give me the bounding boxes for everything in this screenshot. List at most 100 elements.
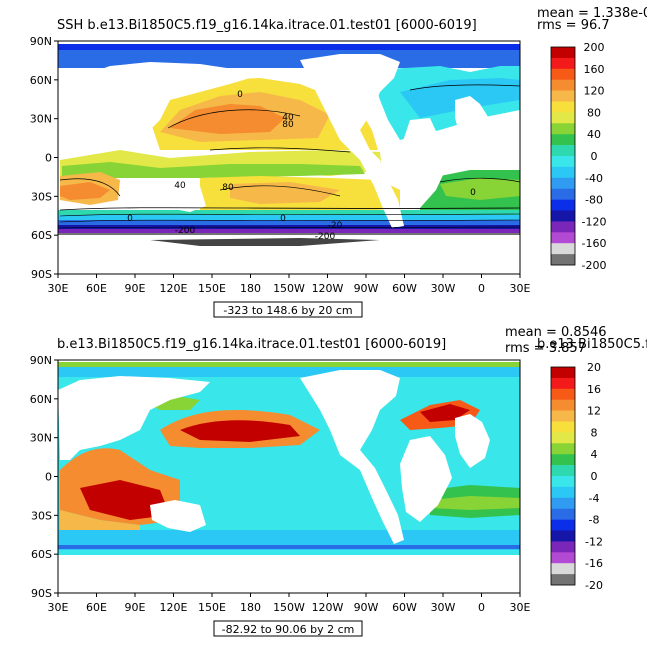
top-rms: rms = 96.7: [537, 18, 610, 33]
colorbar-swatch: [551, 232, 575, 244]
colorbar-label: -16: [585, 557, 603, 570]
colorbar-swatch: [551, 221, 575, 233]
lon-tick-label: 90W: [354, 282, 379, 295]
bottom-lon-axis: 30E 60E 90E 120E 150E 180 150W 120W 90W 60W 30W 0 30…: [48, 593, 531, 614]
colorbar-swatch: [551, 156, 575, 168]
colorbar-swatch: [551, 486, 575, 499]
colorbar-swatch: [551, 101, 575, 113]
colorbar-swatch: [551, 399, 575, 411]
lon-tick-label: 30E: [48, 601, 69, 614]
colorbar-swatch: [551, 79, 575, 91]
colorbar-swatch: [551, 199, 575, 211]
colorbar-swatch: [551, 367, 575, 379]
colorbar-label: 80: [587, 106, 601, 119]
lon-tick-label: 150E: [198, 601, 226, 614]
bottom-range-text: -82.92 to 90.06 by 2 cm: [222, 623, 355, 636]
colorbar-label: -12: [585, 535, 603, 548]
colorbar-swatch: [551, 574, 575, 586]
colorbar-swatch: [551, 188, 575, 200]
lat-tick-label: 60N: [30, 393, 52, 406]
colorbar-label: 160: [584, 63, 605, 76]
colorbar-swatch: [551, 476, 575, 488]
lon-tick-label: 120E: [160, 601, 188, 614]
colorbar-swatch: [551, 552, 575, 564]
colorbar-swatch: [551, 410, 575, 422]
lon-tick-label: 30W: [431, 282, 456, 295]
lon-tick-label: 0: [478, 601, 485, 614]
colorbar-swatch: [551, 519, 575, 531]
colorbar-label: -160: [582, 237, 607, 250]
colorbar-swatch: [551, 454, 575, 466]
bottom-map: [58, 360, 520, 593]
bottom-rms: rms = 3.857: [505, 341, 586, 356]
lon-tick-label: 60E: [86, 282, 107, 295]
lon-tick-label: 60E: [86, 601, 107, 614]
contour-label: 40: [174, 181, 186, 191]
colorbar-swatch: [551, 254, 575, 266]
bottom-overlap: b.e13.Bi1850C5.f1: [537, 337, 647, 352]
contour-label: 80: [282, 120, 294, 130]
bottom-lat-axis: 90N 60N 30N 0 30S 60S 90S: [30, 354, 58, 600]
colorbar-label: 4: [591, 448, 598, 461]
colorbar-swatch: [551, 243, 575, 255]
colorbar-swatch: [551, 90, 575, 102]
contour-label: -20: [328, 221, 343, 231]
colorbar-label: 40: [587, 128, 601, 141]
lon-tick-label: 180: [240, 282, 261, 295]
colorbar-swatch: [551, 134, 575, 146]
lat-tick-label: 0: [45, 471, 52, 484]
bottom-range-box: [213, 620, 363, 637]
lon-tick-label: 150E: [198, 282, 226, 295]
bottom-panel: b.e13.Bi1850C5.f19_g16.14ka.itrace.01.te…: [30, 325, 647, 637]
colorbar-swatch: [551, 432, 575, 444]
lon-tick-label: 90E: [125, 601, 146, 614]
lon-tick-label: 0: [478, 282, 485, 295]
colorbar-swatch: [551, 166, 575, 179]
colorbar-label: 0: [591, 470, 598, 483]
lat-tick-label: 60S: [31, 548, 52, 561]
lon-tick-label: 60W: [392, 601, 417, 614]
lat-tick-label: 30S: [31, 190, 52, 203]
lat-tick-label: 60S: [31, 229, 52, 242]
colorbar-label: 0: [591, 150, 598, 163]
contour-label: 40: [282, 113, 294, 123]
top-title: SSH b.e13.Bi1850C5.f19_g16.14ka.itrace.0…: [57, 18, 477, 33]
bottom-title: b.e13.Bi1850C5.f19_g16.14ka.itrace.01.te…: [57, 337, 446, 352]
lon-tick-label: 60W: [392, 282, 417, 295]
lon-tick-label: 90E: [125, 282, 146, 295]
bottom-colorbar: 20 16 12 8 4 0 -4 -8 -12 -16 -20: [550, 361, 603, 592]
lat-tick-label: 90S: [31, 268, 52, 281]
contour-label: 0: [127, 214, 133, 224]
colorbar-swatch: [551, 177, 575, 189]
colorbar-label: -200: [582, 259, 607, 272]
colorbar-label: -8: [589, 514, 600, 527]
colorbar-swatch: [551, 112, 575, 124]
top-lat-axis: 90N 60N 30N 0 30S 60S 90S: [30, 35, 58, 281]
top-panel: SSH b.e13.Bi1850C5.f19_g16.14ka.itrace.0…: [30, 6, 647, 318]
colorbar-swatch: [551, 123, 575, 135]
lon-tick-label: 150W: [273, 601, 305, 614]
colorbar-swatch: [551, 47, 575, 59]
colorbar-swatch: [551, 421, 575, 433]
colorbar-label: 200: [584, 41, 605, 54]
lat-tick-label: 90N: [30, 354, 52, 367]
colorbar-swatch: [551, 388, 575, 400]
top-colorbar: 200 160 120 80 40 0 -40 -80 -120 -160 -200: [550, 41, 607, 272]
lon-tick-label: 150W: [273, 282, 305, 295]
lon-tick-label: 30E: [510, 282, 531, 295]
contour-label: -200: [315, 232, 336, 242]
contour-label: -200: [175, 226, 196, 236]
colorbar-label: -4: [589, 492, 600, 505]
colorbar-swatch: [551, 465, 575, 477]
lon-tick-label: 30E: [510, 601, 531, 614]
colorbar-frame: [550, 366, 576, 586]
colorbar-swatch: [551, 57, 575, 70]
lon-tick-label: 30W: [431, 601, 456, 614]
lon-tick-label: 180: [240, 601, 261, 614]
colorbar-label: 8: [591, 426, 598, 439]
colorbar-label: 16: [587, 383, 601, 396]
